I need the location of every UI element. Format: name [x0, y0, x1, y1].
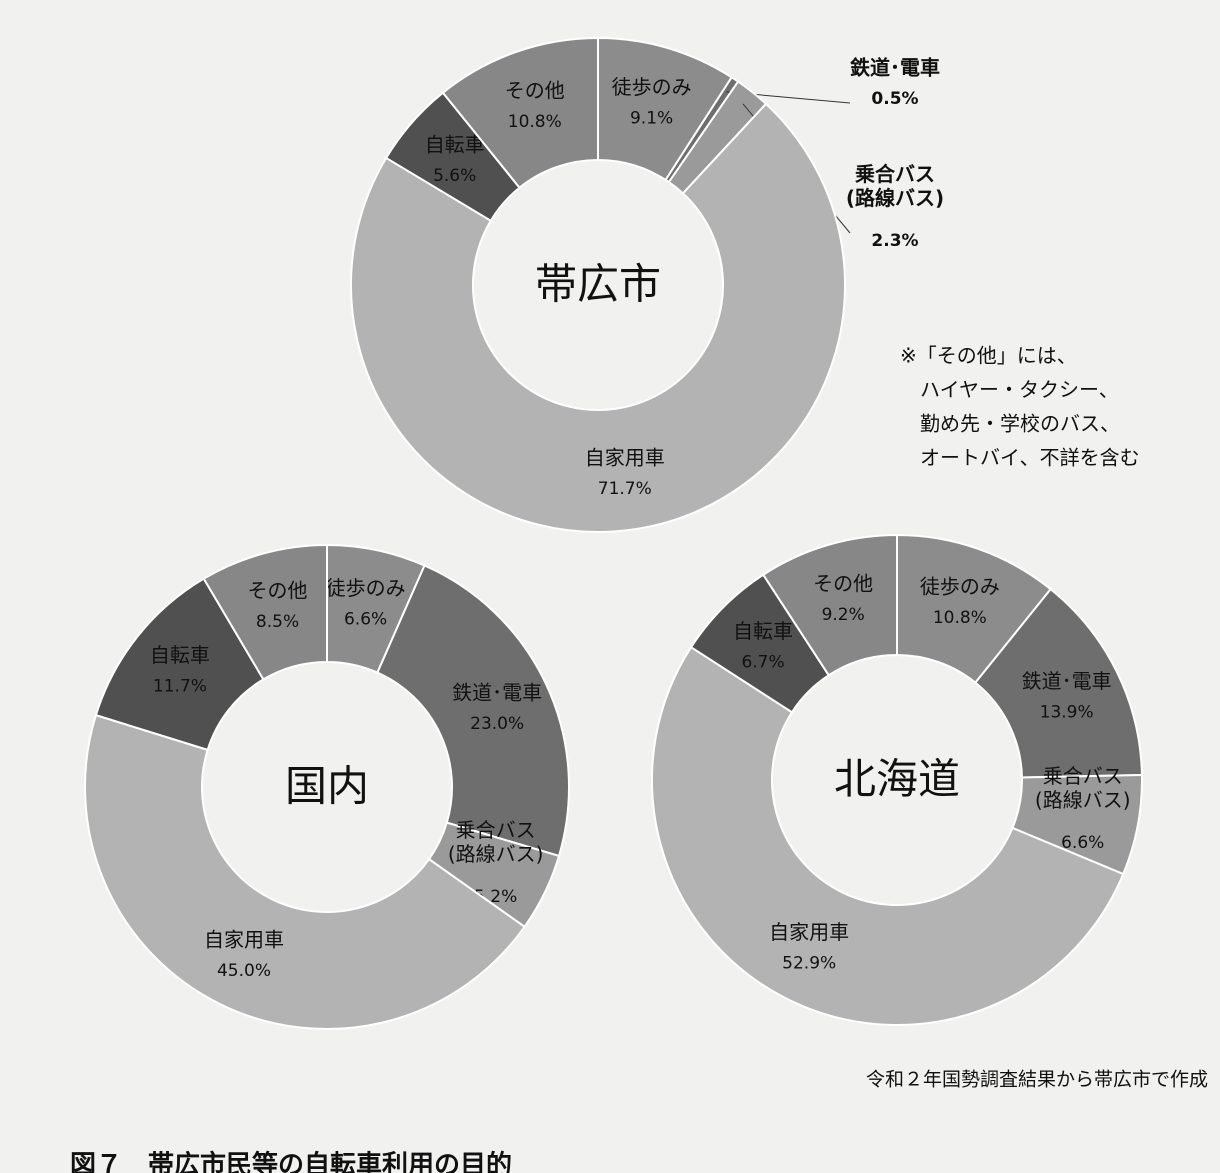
- donut-title: 国内: [285, 762, 369, 811]
- segment-label: その他: [505, 78, 565, 102]
- segment-label: 鉄道･電車: [850, 56, 940, 80]
- segment-value: 9.2%: [822, 605, 865, 625]
- segment-label: 徒歩のみ: [326, 576, 406, 600]
- segment-value: 5.6%: [433, 166, 476, 186]
- segment-value: 45.0%: [217, 961, 271, 981]
- segment-label: 乗合バス(路線バス): [846, 162, 944, 210]
- page: 令和２年国勢調査結果から帯広市で作成 図７ 帯広市民等の自転車利用の目的 ※「そ…: [0, 0, 1220, 1173]
- segment-label: その他: [813, 571, 873, 595]
- segment-value: 13.9%: [1040, 703, 1094, 723]
- donut-title: 北海道: [834, 755, 960, 804]
- segment-label: 乗合バス(路線バス): [448, 817, 544, 865]
- segment-value: 6.7%: [741, 653, 784, 673]
- segment-label: 自家用車: [769, 920, 849, 944]
- segment-value: 8.5%: [256, 612, 299, 632]
- note-line: オートバイ、不詳を含む: [920, 446, 1140, 470]
- segment-label: 乗合バス(路線バス): [1035, 764, 1131, 812]
- segment-value: 52.9%: [782, 953, 836, 973]
- segment-value: 6.6%: [344, 610, 387, 630]
- segment-label: 自転車: [150, 643, 210, 667]
- segment-label: 徒歩のみ: [920, 574, 1000, 598]
- segment-value: 2.3%: [871, 231, 918, 251]
- segment-label: その他: [248, 579, 308, 603]
- segment-label: 自転車: [733, 619, 793, 643]
- segment-label: 鉄道･電車: [452, 681, 542, 705]
- segment-label: 自転車: [425, 133, 485, 157]
- note-line: ハイヤー・タクシー、: [920, 378, 1119, 402]
- segment-label: 鉄道･電車: [1022, 669, 1112, 693]
- segment-label: 自家用車: [585, 446, 665, 470]
- segment-value: 0.5%: [871, 89, 918, 109]
- segment-value: 11.7%: [153, 677, 207, 697]
- source: 令和２年国勢調査結果から帯広市で作成: [866, 1069, 1208, 1091]
- note-line: ※「その他」には、: [900, 344, 1077, 368]
- segment-value: 10.8%: [508, 112, 562, 132]
- segment-value: 9.1%: [630, 109, 673, 129]
- note-line: 勤め先・学校のバス、: [920, 412, 1120, 436]
- segment-value: 23.0%: [470, 714, 524, 734]
- segment-label: 自家用車: [204, 928, 284, 952]
- segment-value: 10.8%: [933, 608, 987, 628]
- segment-label: 徒歩のみ: [612, 75, 692, 99]
- segment-value: 71.7%: [598, 479, 652, 499]
- caption: 図７ 帯広市民等の自転車利用の目的: [70, 1150, 512, 1173]
- donut-title: 帯広市: [535, 260, 661, 309]
